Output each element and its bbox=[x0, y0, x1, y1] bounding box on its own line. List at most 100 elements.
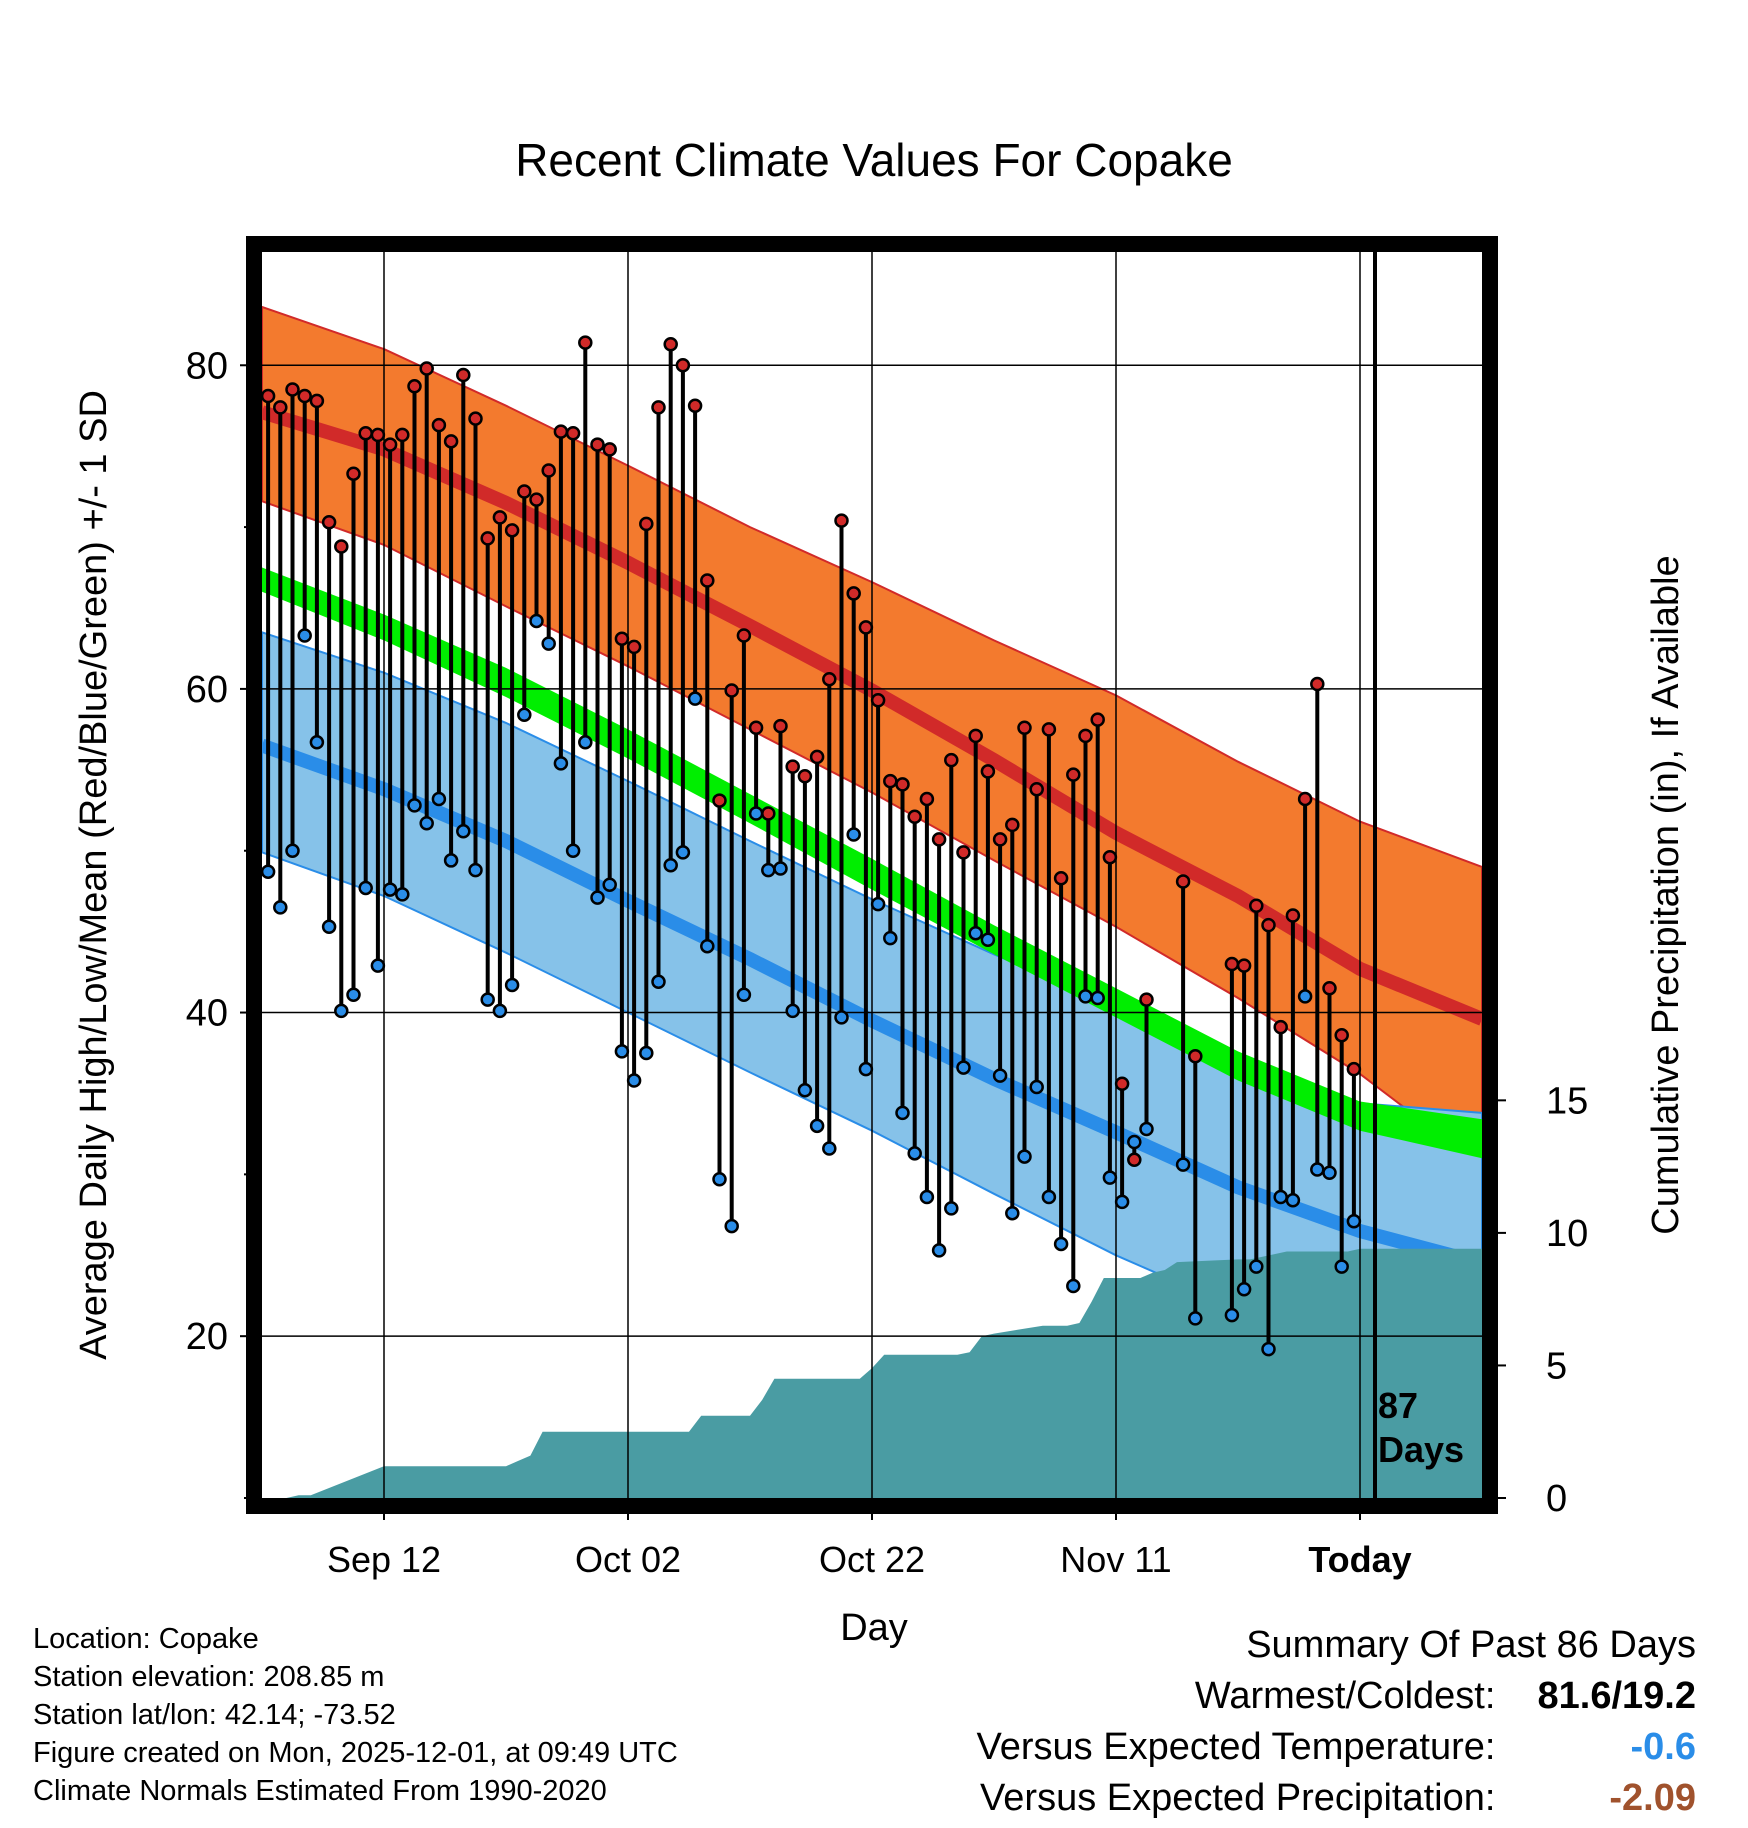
daily-low-point bbox=[1285, 1193, 1301, 1208]
daily-high-point bbox=[797, 769, 813, 784]
summary-warm-cold-row: Warmest/Coldest: 81.6/19.2 bbox=[977, 1671, 1696, 1722]
daily-low-point bbox=[724, 1218, 739, 1234]
today-days-label: Days bbox=[1378, 1429, 1464, 1470]
summary-temp-label: Versus Expected Temperature: bbox=[976, 1726, 1496, 1768]
daily-low-point bbox=[1334, 1259, 1349, 1274]
daily-high-point bbox=[822, 671, 837, 687]
daily-low-point bbox=[1224, 1307, 1240, 1323]
daily-low-point bbox=[1017, 1149, 1032, 1164]
daily-high-point bbox=[834, 513, 849, 528]
y-left-tick-label: 40 bbox=[186, 993, 228, 1035]
info-latlon: Station lat/lon: 42.14; -73.52 bbox=[33, 1699, 396, 1731]
daily-high-point bbox=[944, 752, 959, 768]
daily-high-point bbox=[297, 388, 312, 404]
daily-high-point bbox=[1114, 1076, 1130, 1091]
daily-high-point bbox=[1188, 1048, 1203, 1064]
daily-high-point bbox=[895, 777, 910, 792]
daily-high-point bbox=[456, 367, 471, 383]
daily-low-point bbox=[700, 938, 715, 954]
daily-low-point bbox=[797, 1082, 813, 1098]
daily-high-point bbox=[1066, 767, 1081, 782]
daily-low-point bbox=[834, 1010, 849, 1025]
x-axis-title: Day bbox=[840, 1607, 908, 1649]
daily-high-point bbox=[1053, 870, 1069, 886]
daily-low-point bbox=[614, 1044, 630, 1059]
daily-low-point bbox=[675, 845, 691, 860]
daily-high-point bbox=[1041, 722, 1057, 737]
daily-high-point bbox=[517, 484, 532, 499]
daily-low-point bbox=[1029, 1079, 1044, 1095]
x-tick-label: Sep 12 bbox=[327, 1539, 441, 1580]
daily-low-point bbox=[321, 919, 337, 935]
daily-low-point bbox=[285, 843, 300, 858]
daily-high-point bbox=[980, 764, 996, 779]
summary-precip-row: Versus Expected Precipitation: -2.09 bbox=[977, 1773, 1696, 1824]
daily-high-point bbox=[919, 791, 935, 807]
daily-low-point bbox=[895, 1105, 910, 1121]
daily-low-point bbox=[1322, 1165, 1337, 1180]
daily-low-point bbox=[1249, 1259, 1264, 1274]
daily-high-point bbox=[309, 393, 325, 409]
daily-low-point bbox=[919, 1189, 935, 1205]
daily-high-point bbox=[907, 809, 922, 824]
daily-high-point bbox=[1017, 720, 1032, 735]
daily-high-point bbox=[492, 510, 508, 525]
daily-high-point bbox=[382, 437, 398, 452]
daily-low-point bbox=[846, 827, 861, 842]
daily-low-point bbox=[1236, 1282, 1252, 1297]
daily-high-point bbox=[578, 335, 593, 350]
daily-low-point bbox=[712, 1171, 727, 1187]
daily-high-point bbox=[419, 361, 434, 376]
x-tick-label: Today bbox=[1308, 1539, 1411, 1580]
daily-high-point bbox=[687, 398, 703, 413]
daily-high-point bbox=[334, 539, 349, 554]
daily-low-point bbox=[297, 628, 312, 643]
station-info: Location: Copake Station elevation: 208.… bbox=[33, 1620, 678, 1810]
daily-low-point bbox=[1310, 1162, 1325, 1177]
daily-low-point bbox=[346, 987, 361, 1002]
daily-low-point bbox=[370, 958, 386, 973]
daily-high-point bbox=[1346, 1061, 1362, 1077]
daily-low-point bbox=[858, 1061, 874, 1077]
daily-high-point bbox=[443, 434, 459, 449]
daily-high-point bbox=[565, 425, 581, 441]
daily-high-point bbox=[590, 437, 605, 452]
daily-high-point bbox=[1078, 728, 1093, 744]
daily-high-point bbox=[1334, 1027, 1349, 1043]
info-created: Figure created on Mon, 2025-12-01, at 09… bbox=[33, 1737, 678, 1769]
daily-low-point bbox=[1273, 1189, 1288, 1205]
daily-low-point bbox=[822, 1141, 837, 1156]
y-left-tick-label: 80 bbox=[186, 345, 228, 387]
daily-low-point bbox=[980, 932, 996, 947]
daily-low-point bbox=[639, 1045, 654, 1061]
daily-high-point bbox=[395, 427, 410, 443]
daily-low-point bbox=[382, 882, 398, 897]
x-tick-label: Oct 22 bbox=[819, 1539, 925, 1580]
daily-low-point bbox=[1346, 1214, 1362, 1229]
daily-high-point bbox=[724, 683, 739, 698]
daily-low-point bbox=[809, 1118, 825, 1134]
daily-low-point bbox=[492, 1003, 508, 1019]
daily-low-point bbox=[273, 900, 288, 915]
daily-high-point bbox=[358, 425, 373, 441]
daily-high-point bbox=[529, 492, 544, 507]
daily-low-point bbox=[1261, 1341, 1276, 1357]
daily-low-point bbox=[517, 707, 532, 723]
daily-low-point bbox=[761, 862, 776, 878]
daily-high-point bbox=[1102, 849, 1118, 865]
daily-high-point bbox=[346, 466, 361, 481]
grid-lines bbox=[262, 252, 1482, 1498]
daily-high-point bbox=[321, 514, 337, 530]
daily-low-point bbox=[334, 1003, 349, 1019]
daily-high-point bbox=[736, 628, 752, 643]
daily-low-point bbox=[1102, 1170, 1118, 1185]
daily-high-point bbox=[273, 400, 288, 415]
daily-high-point bbox=[504, 523, 520, 538]
daily-high-point bbox=[773, 718, 788, 734]
daily-low-point bbox=[626, 1073, 642, 1088]
daily-low-point bbox=[602, 877, 617, 892]
daily-low-point bbox=[1066, 1278, 1081, 1294]
daily-high-point bbox=[992, 832, 1008, 847]
daily-high-point bbox=[431, 417, 447, 433]
